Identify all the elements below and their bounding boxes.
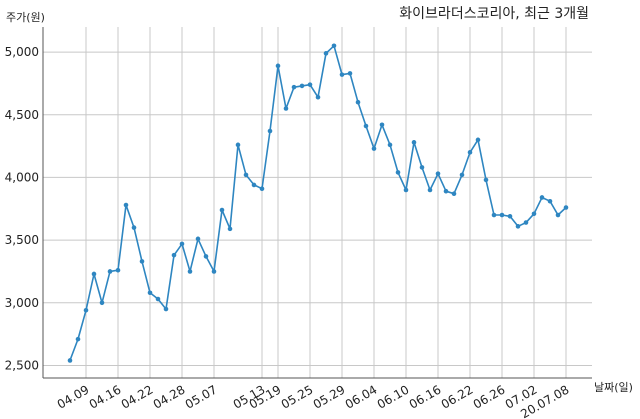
data-point — [91, 271, 97, 277]
data-point — [315, 94, 321, 100]
data-point — [539, 195, 545, 200]
y-tick-label: 4,000 — [5, 170, 39, 184]
data-point — [467, 150, 473, 155]
data-point — [75, 336, 81, 342]
x-tick-label: 06.26 — [471, 382, 508, 411]
data-point — [307, 82, 313, 87]
data-point — [299, 83, 305, 89]
data-point — [123, 202, 129, 208]
data-point — [459, 172, 465, 178]
data-point — [187, 269, 193, 274]
data-point — [451, 191, 457, 197]
data-point — [107, 269, 113, 274]
data-point — [371, 146, 377, 151]
data-point — [259, 186, 265, 192]
data-point — [203, 254, 209, 259]
grid — [43, 27, 592, 378]
data-point — [347, 71, 353, 76]
axes — [42, 27, 592, 379]
x-tick-label: 05.29 — [311, 382, 348, 411]
data-point — [499, 212, 505, 218]
data-point — [355, 99, 361, 105]
data-point — [291, 84, 297, 90]
data-point — [435, 171, 441, 176]
data-point — [211, 269, 217, 274]
x-tick-label: 06.04 — [343, 382, 380, 411]
y-tick-label: 4,500 — [5, 108, 39, 122]
series — [67, 43, 569, 363]
data-point — [179, 241, 185, 247]
data-point — [507, 213, 513, 219]
data-point — [243, 172, 249, 178]
x-tick-label: 04.22 — [119, 382, 156, 411]
data-point — [395, 170, 401, 175]
y-tick-labels: 2,500 3,000 3,500 4,000 4,500 5,000 — [5, 45, 39, 372]
data-point — [131, 225, 137, 230]
series-line — [69, 44, 567, 361]
data-point — [195, 236, 201, 242]
data-point — [403, 187, 409, 193]
data-point — [171, 252, 177, 258]
data-point — [139, 259, 145, 264]
data-point — [523, 220, 529, 225]
y-tick-label: 5,000 — [5, 45, 39, 59]
data-point — [547, 198, 553, 204]
x-tick-label: 06.16 — [407, 382, 444, 411]
data-point — [379, 122, 385, 128]
data-point — [251, 182, 257, 188]
data-point — [443, 188, 449, 194]
data-point — [267, 128, 273, 134]
data-point — [339, 72, 345, 77]
data-point — [419, 165, 425, 170]
y-tick-label: 3,500 — [5, 233, 39, 247]
data-point — [555, 212, 561, 218]
x-tick-label: 05.07 — [183, 382, 220, 411]
data-point — [155, 296, 161, 302]
data-point — [219, 207, 225, 213]
data-point — [427, 187, 433, 193]
x-tick-label: 05.25 — [279, 382, 316, 411]
data-point — [387, 142, 393, 148]
data-point — [363, 123, 369, 129]
data-point — [67, 358, 73, 363]
data-point — [515, 224, 521, 229]
x-tick-label: 06.10 — [375, 382, 412, 411]
data-point — [83, 308, 89, 313]
data-point — [115, 267, 121, 273]
x-tick-label: 04.28 — [151, 382, 188, 411]
data-point — [99, 300, 105, 306]
x-tick-label: 06.22 — [439, 382, 476, 411]
data-point — [483, 177, 489, 183]
chart-title: 화이브라더스코리아, 최근 3개월 — [399, 6, 589, 22]
y-tick-label: 2,500 — [5, 358, 39, 372]
data-point — [283, 106, 289, 111]
y-tick-label: 3,000 — [5, 296, 39, 310]
data-point — [163, 306, 169, 312]
data-point — [323, 51, 329, 56]
data-point — [275, 63, 281, 69]
data-point — [475, 137, 481, 143]
x-tick-label: 04.16 — [87, 382, 124, 411]
data-point — [235, 142, 241, 148]
data-point — [563, 205, 569, 210]
data-point — [491, 212, 497, 218]
y-axis-label: 주가(원) — [6, 11, 45, 24]
data-point — [331, 43, 337, 49]
x-tick-label: 04.09 — [55, 382, 92, 411]
data-point — [531, 211, 537, 217]
data-point — [147, 290, 153, 296]
data-point — [411, 140, 417, 145]
data-point — [227, 226, 233, 232]
x-axis-label: 날짜(일) — [594, 380, 633, 394]
